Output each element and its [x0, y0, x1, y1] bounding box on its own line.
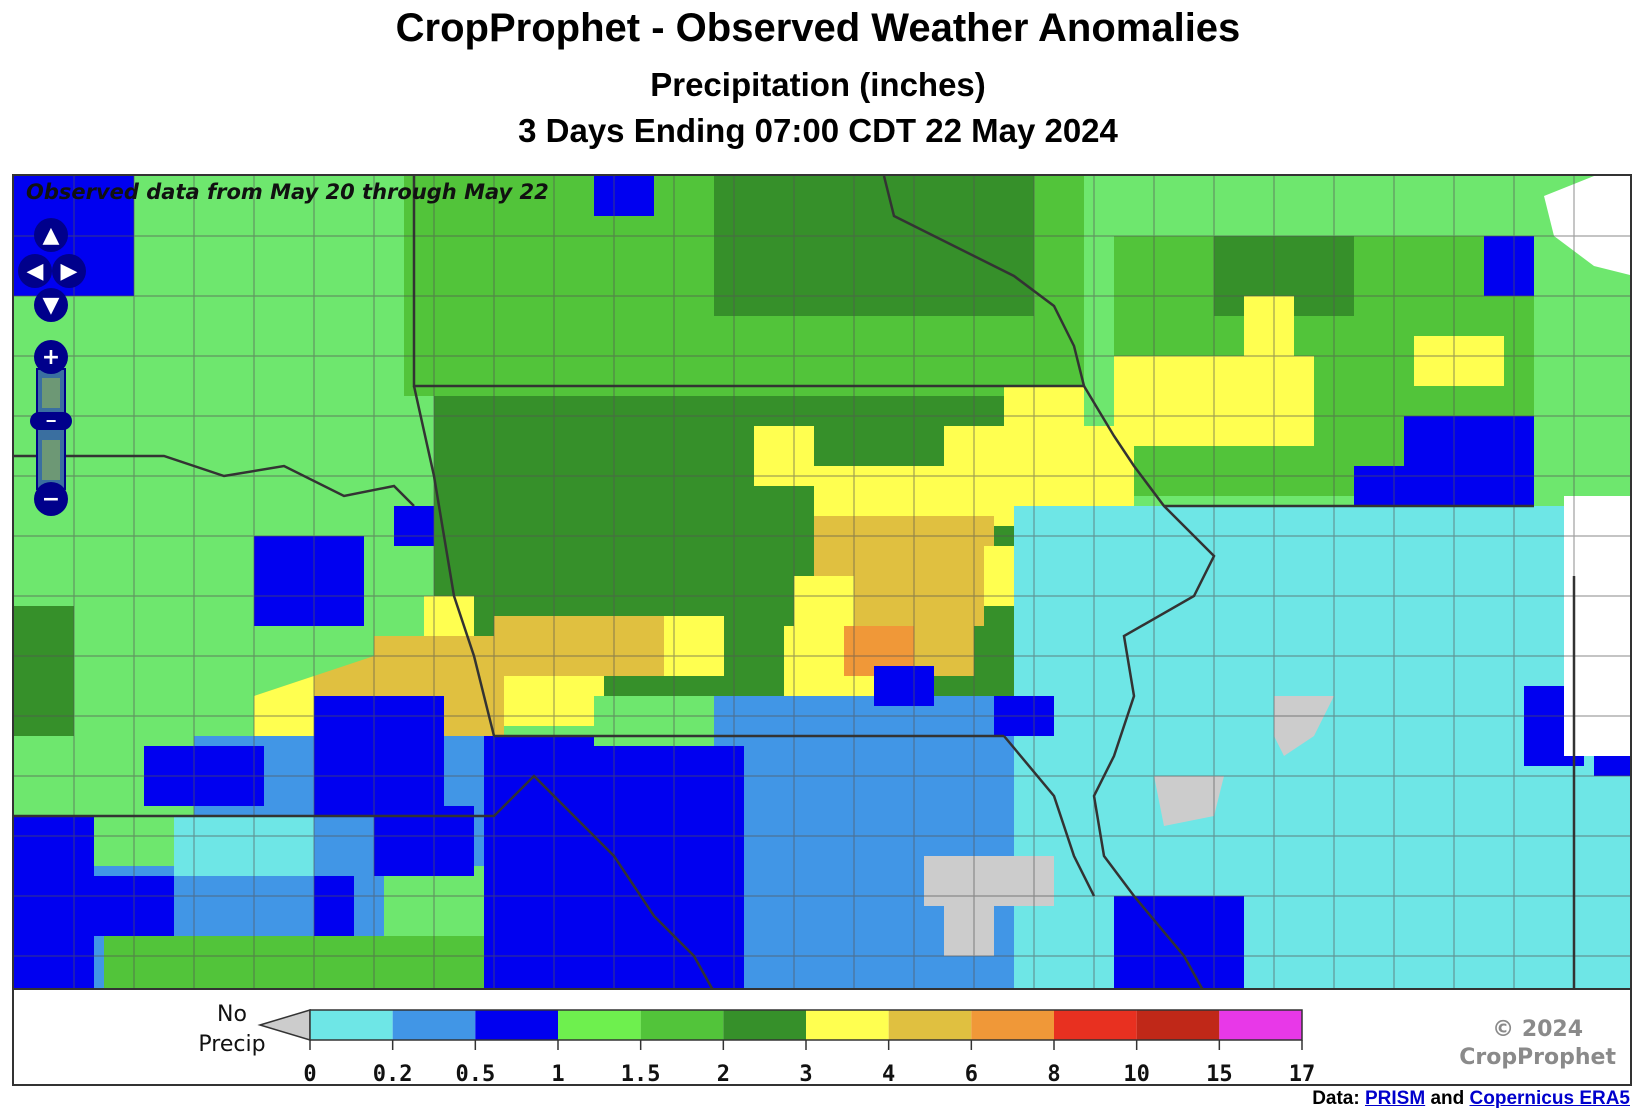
precipitation-map[interactable]: Observed data from May 20 through May 22… [12, 174, 1632, 990]
credits-prefix: Data: [1312, 1088, 1360, 1109]
pan-right-button[interactable]: ▶ [52, 254, 86, 288]
no-precip-label: No Precip [182, 1000, 282, 1060]
pan-down-button[interactable]: ▼ [34, 288, 68, 322]
legend-tick-label: 0.2 [372, 1062, 413, 1087]
copyright-year: © 2024 [1492, 1017, 1584, 1042]
legend-swatch [888, 1010, 972, 1040]
pan-left-button[interactable]: ◀ [18, 254, 52, 288]
zoom-in-button[interactable]: + [34, 340, 68, 374]
legend-swatch [1219, 1010, 1302, 1040]
zoom-out-button[interactable]: − [34, 482, 68, 516]
legend-tick-label: 10 [1123, 1062, 1150, 1087]
legend-tick-label: 4 [882, 1062, 896, 1087]
pan-up-button[interactable]: ▲ [34, 218, 68, 252]
legend-swatch [1136, 1010, 1220, 1040]
legend-tick-label: 0.5 [455, 1062, 496, 1087]
legend-tick-label: 0 [303, 1062, 317, 1087]
map-title: CropProphet - Observed Weather Anomalies [395, 6, 1241, 50]
legend-tick-label: 15 [1206, 1062, 1233, 1087]
legend: No Precip 0 0.2 0.5 1 1.5 2 3 4 6 8 10 15 17 © 2024 … [12, 990, 1632, 1087]
legend-swatch [392, 1010, 476, 1040]
legend-swatch [723, 1010, 806, 1040]
legend-swatch [558, 1010, 641, 1040]
no-precip-swatch [257, 1008, 311, 1042]
credits-joiner: and [1430, 1088, 1465, 1109]
no-precip-line2: Precip [198, 1032, 266, 1057]
map-period: 3 Days Ending 07:00 CDT 22 May 2024 [518, 112, 1118, 149]
data-credits: Data: PRISM and Copernicus ERA5 [1312, 1088, 1630, 1110]
legend-tick-label: 17 [1288, 1062, 1316, 1087]
observed-range-label: Observed data from May 20 through May 22 [26, 180, 549, 204]
legend-tick-label: 1 [551, 1062, 565, 1087]
copyright: © 2024 CropProphet [1459, 1016, 1616, 1072]
legend-swatch [971, 1010, 1054, 1040]
legend-tick-label: 6 [964, 1062, 978, 1087]
zoom-level-segment [42, 440, 60, 480]
zoom-level-segment [42, 378, 60, 408]
legend-tick-label: 1.5 [620, 1062, 661, 1087]
legend-swatch [1054, 1010, 1137, 1040]
zoom-slider-handle[interactable]: − [30, 411, 72, 431]
legend-colorbar [257, 1008, 1303, 1050]
legend-swatch [640, 1010, 724, 1040]
no-precip-line1: No [217, 1002, 247, 1027]
legend-tick-label: 3 [799, 1062, 813, 1087]
map-subtitle: Precipitation (inches) [650, 66, 986, 103]
map-canvas[interactable] [14, 176, 1632, 990]
legend-swatch [310, 1010, 393, 1040]
era5-link[interactable]: Copernicus ERA5 [1469, 1088, 1630, 1109]
legend-swatch [475, 1010, 558, 1040]
legend-tick-label: 8 [1047, 1062, 1061, 1087]
copyright-owner: CropProphet [1459, 1045, 1616, 1070]
legend-tick-label: 2 [716, 1062, 730, 1087]
prism-link[interactable]: PRISM [1364, 1088, 1426, 1109]
legend-swatch [806, 1010, 889, 1040]
